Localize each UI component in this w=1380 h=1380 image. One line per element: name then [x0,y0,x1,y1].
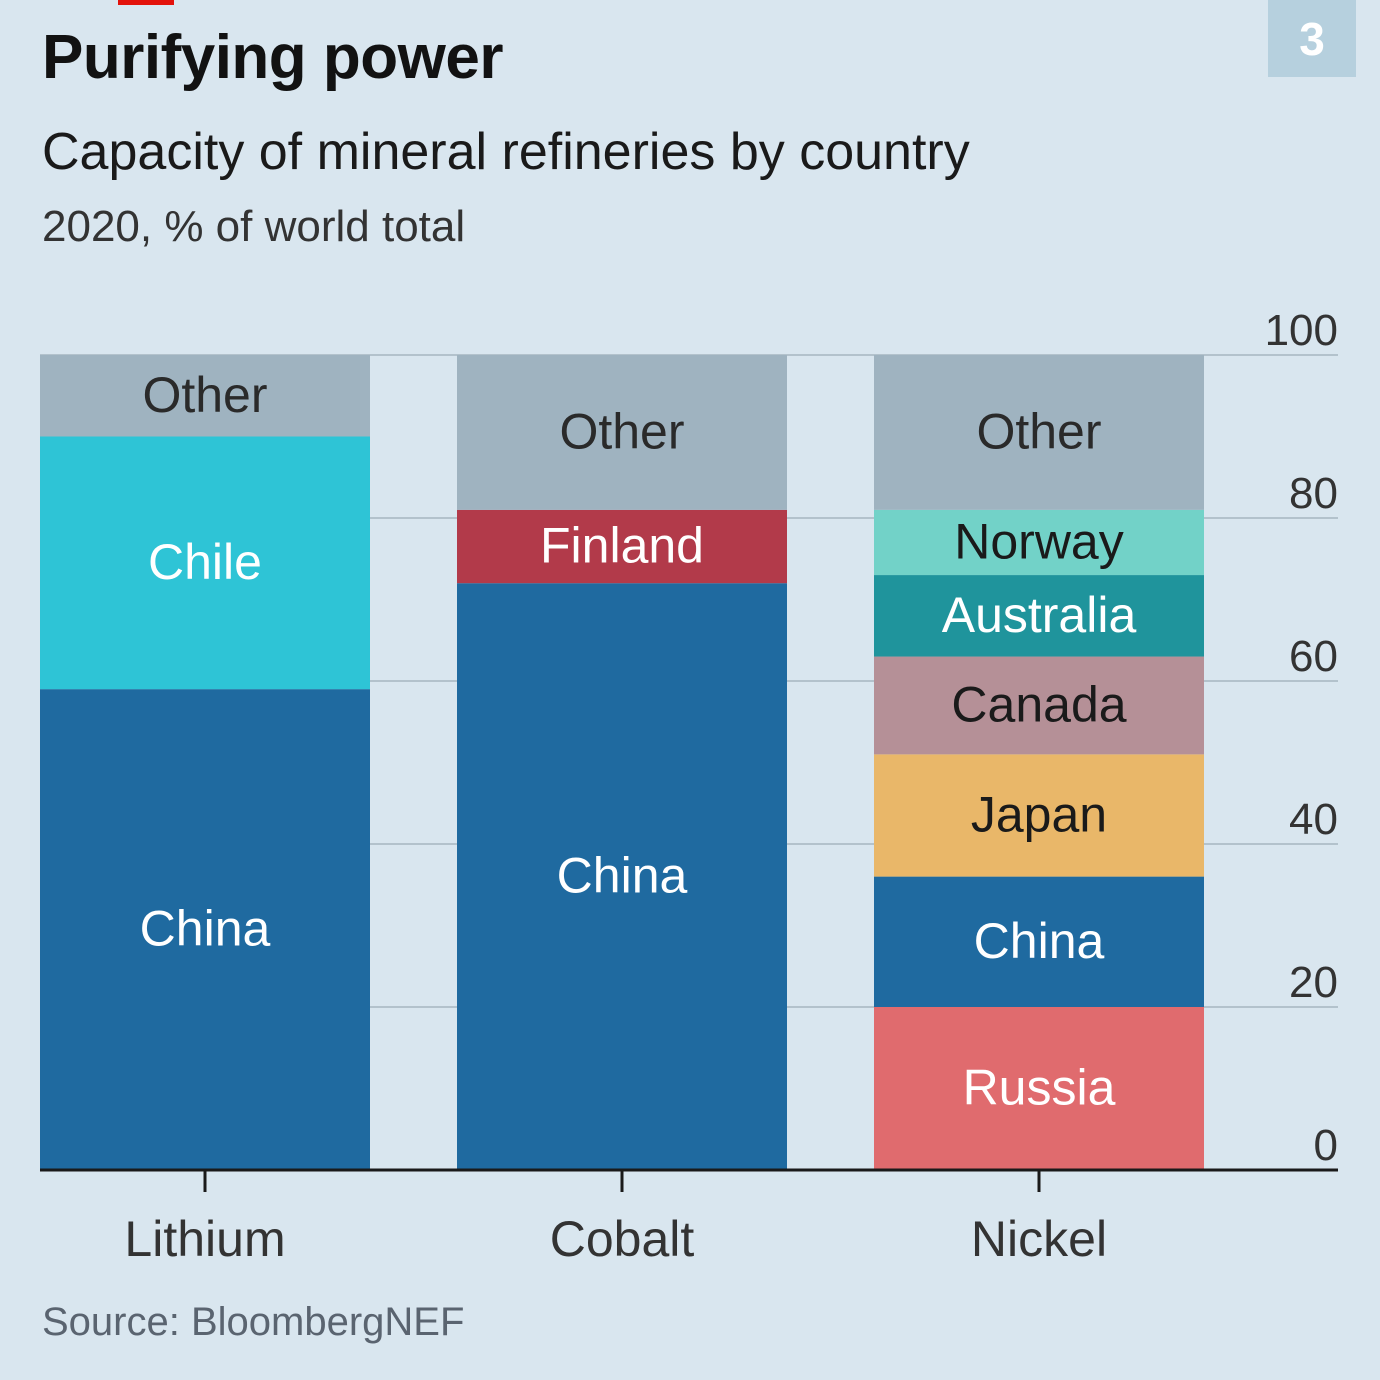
chart-number-badge: 3 [1268,0,1356,77]
bar-segment-lithium-chile [40,436,370,690]
x-tick-label-nickel: Nickel [971,1211,1107,1267]
bar-segment-nickel-norway [874,509,1204,576]
bar-segment-cobalt-other [457,355,787,510]
bar-segment-nickel-other [874,355,1204,510]
top-accent-bar [118,0,174,5]
y-tick-label-40: 40 [1289,795,1338,844]
segment-label-lithium-chile: Chile [148,534,262,590]
bar-segment-lithium-china [40,689,370,1170]
segment-label-cobalt-china: China [557,848,688,904]
bar-segment-nickel-canada [874,656,1204,755]
x-tick-label-cobalt: Cobalt [550,1211,695,1267]
segment-label-nickel-australia: Australia [942,587,1137,643]
segment-label-lithium-other: Other [142,367,267,423]
bar-segment-nickel-australia [874,575,1204,657]
y-tick-label-0: 0 [1314,1121,1338,1170]
bar-segment-cobalt-china [457,583,787,1170]
chart-title: Purifying power [42,23,503,92]
source-note: Source: BloombergNEF [42,1300,465,1344]
segment-label-nickel-norway: Norway [954,513,1123,569]
segment-label-nickel-russia: Russia [963,1060,1116,1116]
y-tick-label-60: 60 [1289,632,1338,681]
segment-label-nickel-other: Other [976,403,1101,459]
segment-label-cobalt-other: Other [559,403,684,459]
segment-label-nickel-japan: Japan [971,786,1107,842]
bar-segment-cobalt-finland [457,509,787,584]
bar-segment-nickel-russia [874,1007,1204,1170]
y-tick-label-100: 100 [1265,306,1338,355]
segment-label-cobalt-finland: Finland [540,518,704,574]
segment-label-lithium-china: China [140,901,271,957]
segment-label-nickel-china: China [974,913,1105,969]
x-tick-label-lithium: Lithium [124,1211,285,1267]
segment-label-nickel-canada: Canada [951,676,1126,732]
bar-segment-nickel-japan [874,754,1204,877]
bar-segment-nickel-china [874,876,1204,1007]
bar-segment-lithium-other [40,355,370,437]
y-tick-label-20: 20 [1289,958,1338,1007]
y-tick-label-80: 80 [1289,469,1338,518]
chart-unit-note: 2020, % of world total [42,202,466,251]
chart-subtitle: Capacity of mineral refineries by countr… [42,123,970,181]
